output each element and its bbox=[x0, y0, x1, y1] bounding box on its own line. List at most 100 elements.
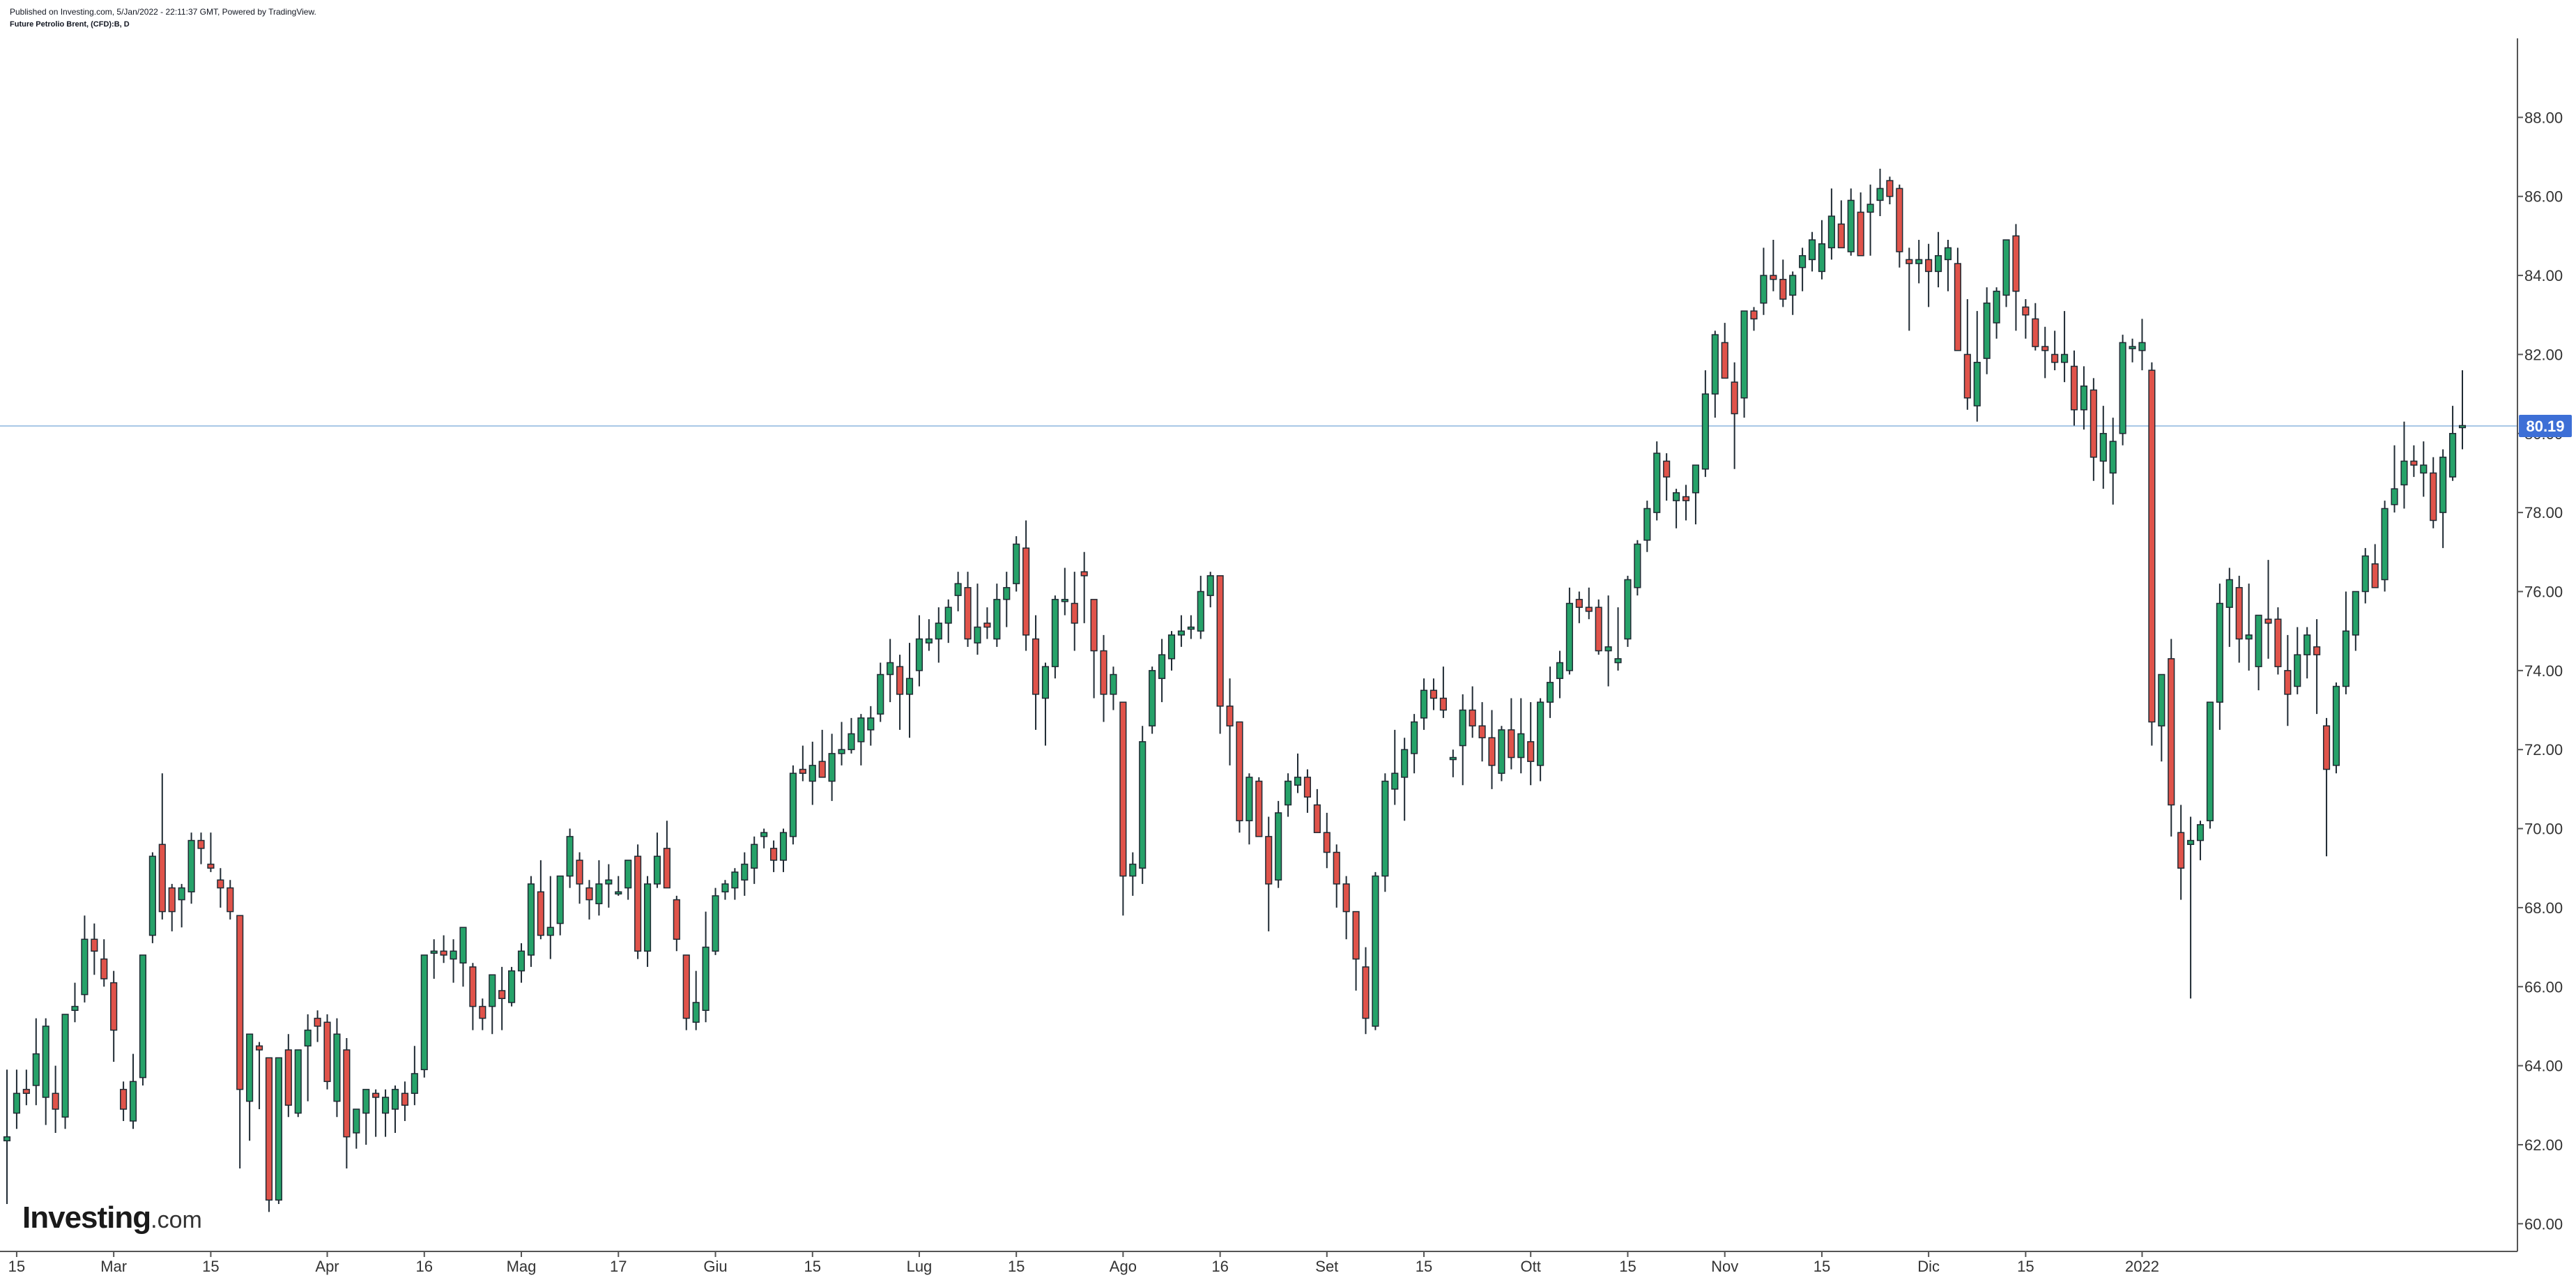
candle[interactable] bbox=[2235, 575, 2243, 663]
candle[interactable] bbox=[818, 729, 826, 778]
candle[interactable] bbox=[1206, 572, 1214, 608]
candle[interactable] bbox=[546, 876, 554, 959]
candle[interactable] bbox=[2032, 303, 2039, 351]
candle[interactable] bbox=[605, 864, 613, 908]
candle[interactable] bbox=[2332, 682, 2340, 774]
candle[interactable] bbox=[353, 1108, 360, 1149]
candle[interactable] bbox=[1051, 595, 1059, 679]
candle[interactable] bbox=[1071, 572, 1078, 651]
candle[interactable] bbox=[760, 828, 768, 848]
candle[interactable] bbox=[1488, 710, 1496, 789]
candle[interactable] bbox=[1167, 631, 1176, 671]
candle[interactable] bbox=[2148, 362, 2156, 746]
candle[interactable] bbox=[139, 954, 147, 1085]
candle[interactable] bbox=[1663, 453, 1671, 501]
candle[interactable] bbox=[1673, 489, 1680, 528]
candle[interactable] bbox=[2449, 406, 2457, 481]
candle[interactable] bbox=[2187, 816, 2195, 999]
candle[interactable] bbox=[1983, 287, 1991, 374]
candle[interactable] bbox=[1575, 591, 1583, 623]
candle[interactable] bbox=[2129, 338, 2136, 363]
candle[interactable] bbox=[566, 828, 574, 888]
candle[interactable] bbox=[2410, 445, 2418, 478]
candle[interactable] bbox=[1886, 176, 1894, 205]
candle[interactable] bbox=[1022, 520, 1030, 651]
candle[interactable] bbox=[1236, 721, 1243, 833]
candle[interactable] bbox=[294, 1049, 302, 1118]
candle[interactable] bbox=[1847, 188, 1855, 256]
candle[interactable] bbox=[3, 1069, 11, 1204]
candle[interactable] bbox=[148, 852, 156, 943]
candle[interactable] bbox=[362, 1088, 370, 1145]
candle[interactable] bbox=[537, 860, 544, 940]
candle[interactable] bbox=[2381, 501, 2389, 592]
candle[interactable] bbox=[1342, 876, 1350, 940]
candle[interactable] bbox=[1517, 698, 1525, 774]
candle[interactable] bbox=[2041, 326, 2049, 379]
candle[interactable] bbox=[867, 706, 875, 746]
candle[interactable] bbox=[333, 1018, 341, 1118]
candle[interactable] bbox=[1906, 247, 1913, 331]
candle[interactable] bbox=[576, 852, 583, 904]
candle[interactable] bbox=[1692, 464, 1699, 525]
candle[interactable] bbox=[1750, 307, 1758, 331]
candle[interactable] bbox=[1469, 686, 1476, 738]
candle[interactable] bbox=[158, 773, 166, 920]
candle[interactable] bbox=[168, 883, 176, 931]
candle[interactable] bbox=[634, 844, 642, 959]
candle[interactable] bbox=[877, 662, 884, 722]
candle[interactable] bbox=[71, 982, 79, 1023]
candle[interactable] bbox=[2371, 544, 2379, 588]
candle[interactable] bbox=[1556, 650, 1564, 699]
candle[interactable] bbox=[1508, 698, 1515, 770]
candle[interactable] bbox=[22, 1069, 30, 1106]
candle[interactable] bbox=[2119, 335, 2126, 445]
candle[interactable] bbox=[857, 714, 865, 765]
candle[interactable] bbox=[702, 911, 710, 1023]
candle[interactable] bbox=[2245, 584, 2253, 671]
candle[interactable] bbox=[2361, 548, 2369, 604]
candle[interactable] bbox=[1731, 362, 1738, 469]
candle[interactable] bbox=[227, 880, 234, 920]
candle[interactable] bbox=[1740, 310, 1748, 418]
candle[interactable] bbox=[391, 1085, 399, 1133]
candle[interactable] bbox=[2264, 560, 2272, 659]
candle[interactable] bbox=[2090, 378, 2097, 481]
candle[interactable] bbox=[32, 1018, 40, 1106]
candle[interactable] bbox=[1255, 777, 1263, 837]
candle[interactable] bbox=[1944, 240, 1952, 291]
candle[interactable] bbox=[1653, 441, 1661, 521]
candle[interactable] bbox=[2099, 406, 2107, 489]
candle[interactable] bbox=[1149, 666, 1156, 734]
candle[interactable] bbox=[2070, 350, 2078, 426]
candle[interactable] bbox=[1857, 192, 1864, 257]
candle[interactable] bbox=[304, 1014, 312, 1102]
candle[interactable] bbox=[1963, 299, 1971, 410]
candle[interactable] bbox=[789, 765, 797, 845]
candle[interactable] bbox=[585, 880, 593, 920]
candle[interactable] bbox=[2196, 821, 2205, 860]
candle[interactable] bbox=[1799, 247, 1807, 291]
candle[interactable] bbox=[2080, 366, 2087, 430]
candle[interactable] bbox=[770, 840, 778, 872]
candle[interactable] bbox=[2294, 627, 2301, 694]
candle[interactable] bbox=[2216, 584, 2223, 730]
candle[interactable] bbox=[265, 1057, 273, 1212]
candle[interactable] bbox=[1439, 666, 1447, 718]
candle[interactable] bbox=[2255, 614, 2262, 691]
candle[interactable] bbox=[1197, 575, 1204, 639]
candle[interactable] bbox=[1013, 536, 1020, 592]
candle[interactable] bbox=[1391, 729, 1399, 805]
candle[interactable] bbox=[1808, 231, 1816, 272]
candle[interactable] bbox=[673, 895, 680, 952]
candle[interactable] bbox=[1177, 615, 1185, 647]
candle[interactable] bbox=[595, 860, 603, 916]
candle[interactable] bbox=[1372, 871, 1379, 1030]
candle[interactable] bbox=[2138, 319, 2146, 371]
candle[interactable] bbox=[469, 963, 477, 1030]
candle[interactable] bbox=[964, 572, 972, 647]
candle[interactable] bbox=[2109, 418, 2117, 505]
candle[interactable] bbox=[255, 1042, 263, 1109]
candle[interactable] bbox=[2177, 805, 2185, 900]
